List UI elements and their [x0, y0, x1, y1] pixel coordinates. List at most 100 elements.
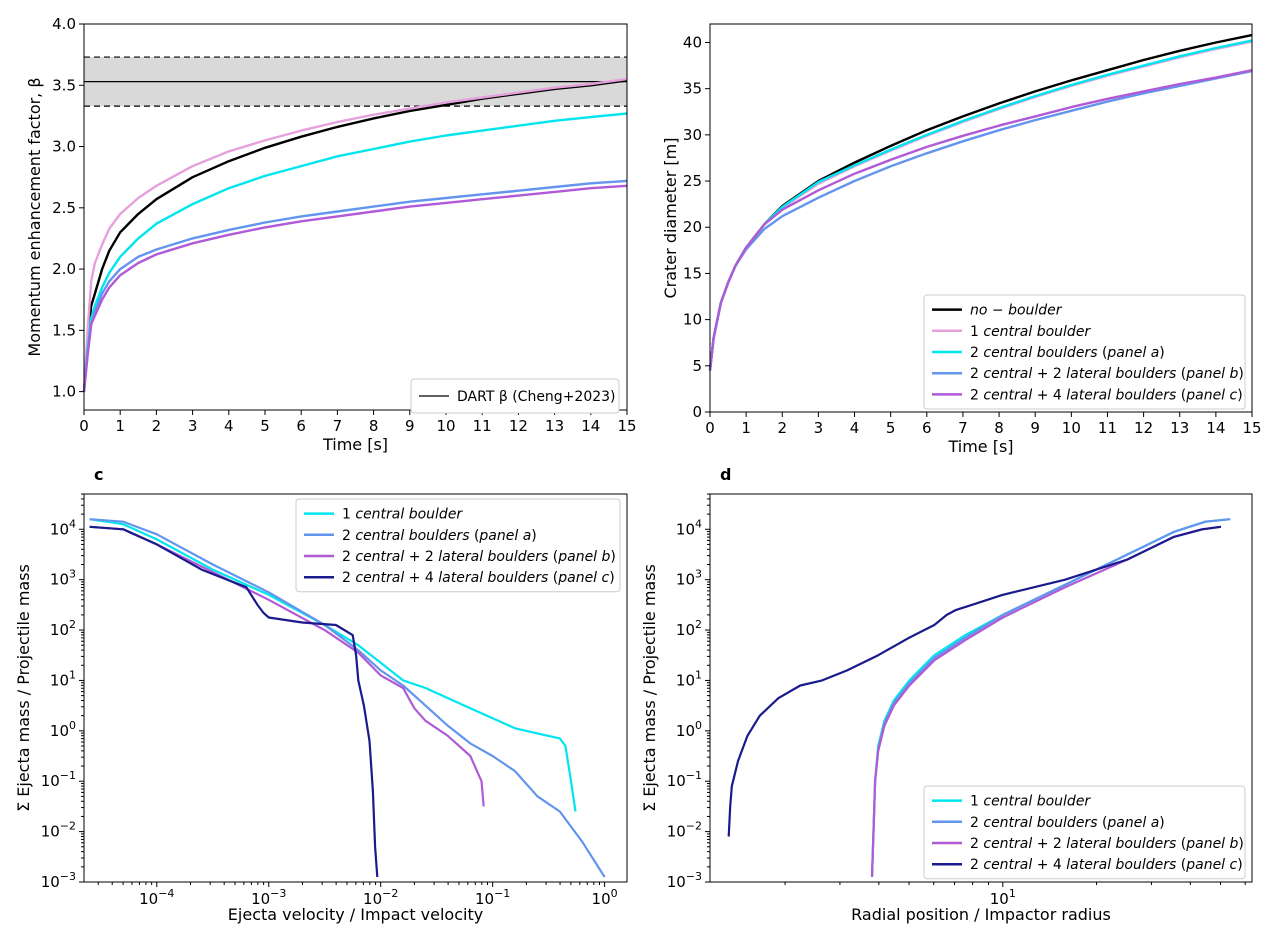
legend-a-box — [410, 378, 620, 414]
series-line-3 — [82, 179, 628, 392]
y-tick-label: 10−1 — [41, 769, 76, 790]
legend-label: DART β (Cheng+2023) — [457, 389, 616, 405]
x-tick-label: 11 — [473, 417, 492, 435]
x-tick-label: 100 — [592, 887, 618, 908]
y-tick-label: 1.0 — [52, 383, 76, 401]
x-axis-label: Time [s] — [947, 437, 1013, 456]
y-tick-label: 104 — [50, 517, 76, 538]
legend-b-box — [923, 294, 1246, 410]
y-axis-label: Σ Ejecta mass / Projectile mass — [14, 564, 33, 812]
x-tick-label: 2 — [777, 419, 787, 437]
x-axis-label: Radial position / Impactor radius — [851, 905, 1111, 924]
y-tick-label: 103 — [676, 568, 702, 589]
y-tick-label: 0 — [692, 403, 702, 421]
x-tick-label: 4 — [224, 417, 234, 435]
legend-label: 1 central boulder — [970, 794, 1091, 810]
x-tick-label: 10 — [436, 417, 455, 435]
y-tick-label: 40 — [683, 33, 702, 51]
series-line-2 — [82, 112, 628, 392]
series-line-1 — [89, 518, 606, 878]
x-tick-label: 6 — [922, 419, 932, 437]
y-tick-label: 25 — [683, 172, 702, 190]
y-tick-label: 5 — [692, 357, 702, 375]
x-tick-label: 10−2 — [363, 887, 398, 908]
x-tick-label: 10−1 — [475, 887, 510, 908]
x-tick-label: 6 — [296, 417, 306, 435]
y-tick-label: 10−1 — [667, 769, 702, 790]
x-tick-label: 1 — [115, 417, 125, 435]
x-tick-label: 5 — [886, 419, 896, 437]
series-line-3 — [727, 525, 1222, 837]
y-axis-label: Momentum enhancement factor, β — [25, 77, 44, 356]
x-tick-label: 1 — [741, 419, 751, 437]
legend-label: 1 central boulder — [970, 324, 1091, 340]
y-tick-label: 3.0 — [52, 138, 76, 156]
x-tick-label: 0 — [705, 419, 715, 437]
legend-label: 2 central boulders (panel a) — [970, 345, 1165, 361]
x-tick-label: 10−3 — [251, 887, 286, 908]
x-tick-label: 14 — [581, 417, 600, 435]
series-line-4 — [708, 69, 1253, 371]
y-tick-label: 100 — [50, 719, 76, 740]
x-tick-label: 7 — [958, 419, 968, 437]
x-tick-label: 11 — [1098, 419, 1117, 437]
legend-label: 2 central + 4 lateral boulders (panel c) — [342, 570, 615, 586]
x-tick-label: 9 — [1030, 419, 1040, 437]
legend-label: 1 central boulder — [342, 507, 463, 523]
series-line-4 — [82, 184, 628, 392]
x-tick-label: 15 — [1242, 419, 1261, 437]
y-tick-label: 103 — [50, 568, 76, 589]
x-tick-label: 2 — [152, 417, 162, 435]
y-tick-label: 101 — [50, 668, 76, 689]
x-tick-label: 0 — [79, 417, 89, 435]
y-tick-label: 10 — [683, 311, 702, 329]
panel-a-beta-chart: 0 1 2 3 4 5 6 7 8 9 10 11 12 13 14 151.01.52.02.53.03.5… — [25, 15, 637, 454]
series-line-3 — [89, 525, 379, 878]
series-line-1 — [82, 77, 628, 392]
y-tick-label: 2.0 — [52, 260, 76, 278]
y-tick-label: 10−3 — [41, 870, 76, 891]
x-axis-label: Time [s] — [322, 435, 388, 454]
x-tick-label: 4 — [850, 419, 860, 437]
x-tick-label: 15 — [617, 417, 636, 435]
legend-c-box — [295, 498, 621, 593]
panel-letter: c — [94, 465, 103, 484]
legend-label: 2 central + 2 lateral boulders (panel b) — [970, 366, 1244, 382]
y-axis-label: Crater diameter [m] — [661, 137, 680, 298]
x-tick-label: 8 — [994, 419, 1004, 437]
y-tick-label: 10−3 — [667, 870, 702, 891]
axes-frame — [83, 23, 628, 411]
x-tick-label: 13 — [545, 417, 564, 435]
x-tick-label: 9 — [405, 417, 415, 435]
series-line-2 — [89, 525, 485, 807]
x-tick-label: 5 — [260, 417, 270, 435]
legend-label: 2 central boulders (panel a) — [970, 815, 1165, 831]
x-tick-label: 12 — [509, 417, 528, 435]
x-tick-label: 3 — [188, 417, 198, 435]
legend-label: 2 central boulders (panel a) — [342, 528, 537, 544]
legend-label: 2 central + 4 lateral boulders (panel c) — [970, 857, 1243, 873]
x-tick-label: 12 — [1134, 419, 1153, 437]
y-tick-label: 20 — [683, 218, 702, 236]
y-tick-label: 10−2 — [667, 820, 702, 841]
y-tick-label: 30 — [683, 126, 702, 144]
legend-d-box — [923, 785, 1246, 880]
x-tick-label: 13 — [1170, 419, 1189, 437]
y-tick-label: 104 — [676, 517, 702, 538]
series-line-0 — [89, 518, 577, 812]
y-tick-label: 35 — [683, 80, 702, 98]
panel-letter: d — [720, 465, 731, 484]
y-tick-label: 15 — [683, 264, 702, 282]
x-tick-label: 7 — [333, 417, 343, 435]
x-tick-label: 8 — [369, 417, 379, 435]
x-tick-label: 101 — [990, 887, 1016, 908]
y-tick-label: 102 — [676, 618, 702, 639]
y-tick-label: 4.0 — [52, 15, 76, 33]
legend-label: 2 central + 4 lateral boulders (panel c) — [970, 387, 1243, 403]
x-tick-label: 10 — [1062, 419, 1081, 437]
legend-label: 2 central + 2 lateral boulders (panel b) — [970, 836, 1244, 852]
y-tick-label: 10−2 — [41, 820, 76, 841]
y-tick-label: 3.5 — [52, 76, 76, 94]
panel-c-ejecta-velocity-chart: 10−4 10−3 10−2 10−1 100 10−3 10−2 10−1 100 101 102… — [14, 465, 628, 924]
